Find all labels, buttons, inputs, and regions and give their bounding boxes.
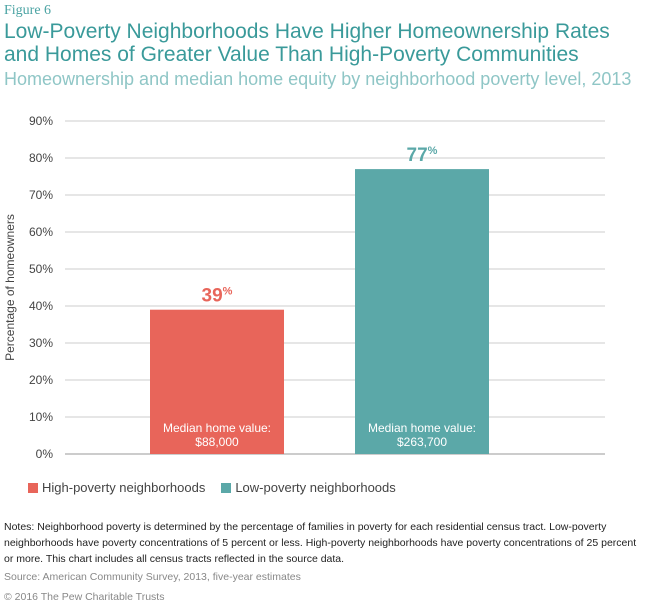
data-label: 39% — [202, 286, 233, 307]
legend: High-poverty neighborhoods Low-poverty n… — [28, 480, 396, 495]
copyright: © 2016 The Pew Charitable Trusts — [4, 591, 165, 603]
bar-low-poverty — [355, 169, 489, 454]
y-tick-label: 30% — [29, 336, 53, 350]
source: Source: American Community Survey, 2013,… — [4, 571, 301, 583]
data-label: 77% — [407, 145, 438, 166]
y-tick-label: 90% — [29, 114, 53, 128]
y-tick-label: 10% — [29, 410, 53, 424]
notes: Notes: Neighborhood poverty is determine… — [4, 521, 637, 565]
y-tick-label: 0% — [36, 447, 54, 461]
legend-swatch — [28, 483, 38, 493]
bar-annotation: $263,700 — [397, 435, 447, 449]
chart-subtitle: Homeownership and median home equity by … — [4, 69, 632, 89]
y-axis-label: Percentage of homeowners — [3, 214, 17, 361]
bar-annotation: Median home value: — [163, 421, 271, 435]
y-tick-label: 60% — [29, 225, 53, 239]
bar-high-poverty — [150, 309, 284, 454]
chart-title: Low-Poverty Neighborhoods Have Higher Ho… — [4, 20, 610, 66]
y-tick-label: 70% — [29, 188, 53, 202]
legend-swatch — [221, 483, 232, 493]
y-tick-label: 80% — [29, 151, 53, 165]
bar-annotation: $88,000 — [195, 435, 239, 449]
legend-label: Low-poverty neighborhoods — [235, 480, 396, 495]
bar-chart: 0% 10% 20% 30% 40% 50% 60% 70% 80% 90% Percentage … — [3, 114, 605, 461]
legend-item-low-poverty: Low-poverty neighborhoods — [221, 480, 396, 495]
legend-label: High-poverty neighborhoods — [42, 480, 206, 495]
figure-label: Figure 6 — [4, 3, 52, 18]
bar-annotation: Median home value: — [368, 421, 476, 435]
y-tick-label: 40% — [29, 299, 53, 313]
y-tick-label: 50% — [29, 262, 53, 276]
y-tick-label: 20% — [29, 373, 53, 387]
legend-item-high-poverty: High-poverty neighborhoods — [28, 480, 205, 495]
